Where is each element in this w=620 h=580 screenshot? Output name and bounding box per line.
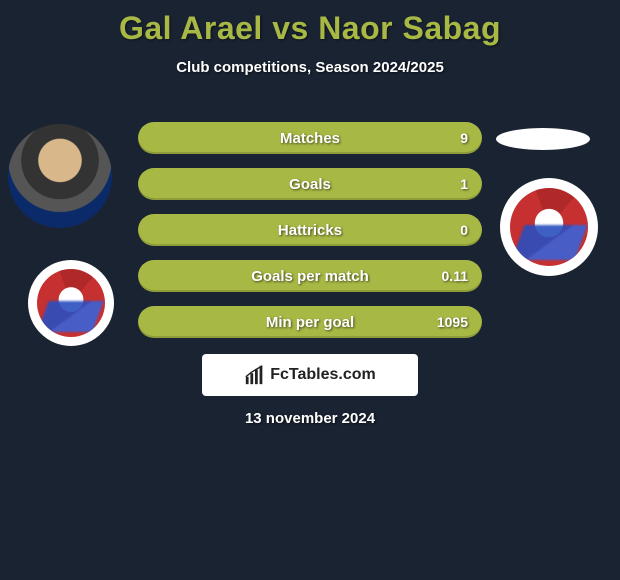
stat-value: 0.11 xyxy=(442,268,468,284)
stats-list: Matches 9 Goals 1 Hattricks 0 Goals per … xyxy=(138,122,482,352)
stat-row-min-per-goal: Min per goal 1095 xyxy=(138,306,482,338)
stat-label: Goals xyxy=(289,176,331,193)
stat-label: Goals per match xyxy=(251,268,369,285)
stat-label: Hattricks xyxy=(278,222,342,239)
player-left-avatar xyxy=(8,124,112,228)
date-text: 13 november 2024 xyxy=(0,410,620,427)
club-badge-right-graphic xyxy=(510,188,588,266)
page-title: Gal Arael vs Naor Sabag xyxy=(0,0,620,47)
branding-text: FcTables.com xyxy=(270,366,376,384)
player-right-avatar-placeholder xyxy=(496,128,590,150)
stat-value: 9 xyxy=(460,130,468,146)
stat-row-goals-per-match: Goals per match 0.11 xyxy=(138,260,482,292)
stat-value: 1095 xyxy=(437,314,468,330)
stat-row-hattricks: Hattricks 0 xyxy=(138,214,482,246)
club-badge-left-graphic xyxy=(37,269,106,338)
stat-row-matches: Matches 9 xyxy=(138,122,482,154)
stat-value: 0 xyxy=(460,222,468,238)
club-badge-right xyxy=(500,178,598,276)
subtitle: Club competitions, Season 2024/2025 xyxy=(0,59,620,76)
bar-chart-icon xyxy=(244,364,266,386)
stat-label: Matches xyxy=(280,130,340,147)
club-badge-left xyxy=(28,260,114,346)
stat-value: 1 xyxy=(460,176,468,192)
stat-label: Min per goal xyxy=(266,314,354,331)
stat-row-goals: Goals 1 xyxy=(138,168,482,200)
branding-box: FcTables.com xyxy=(202,354,418,396)
